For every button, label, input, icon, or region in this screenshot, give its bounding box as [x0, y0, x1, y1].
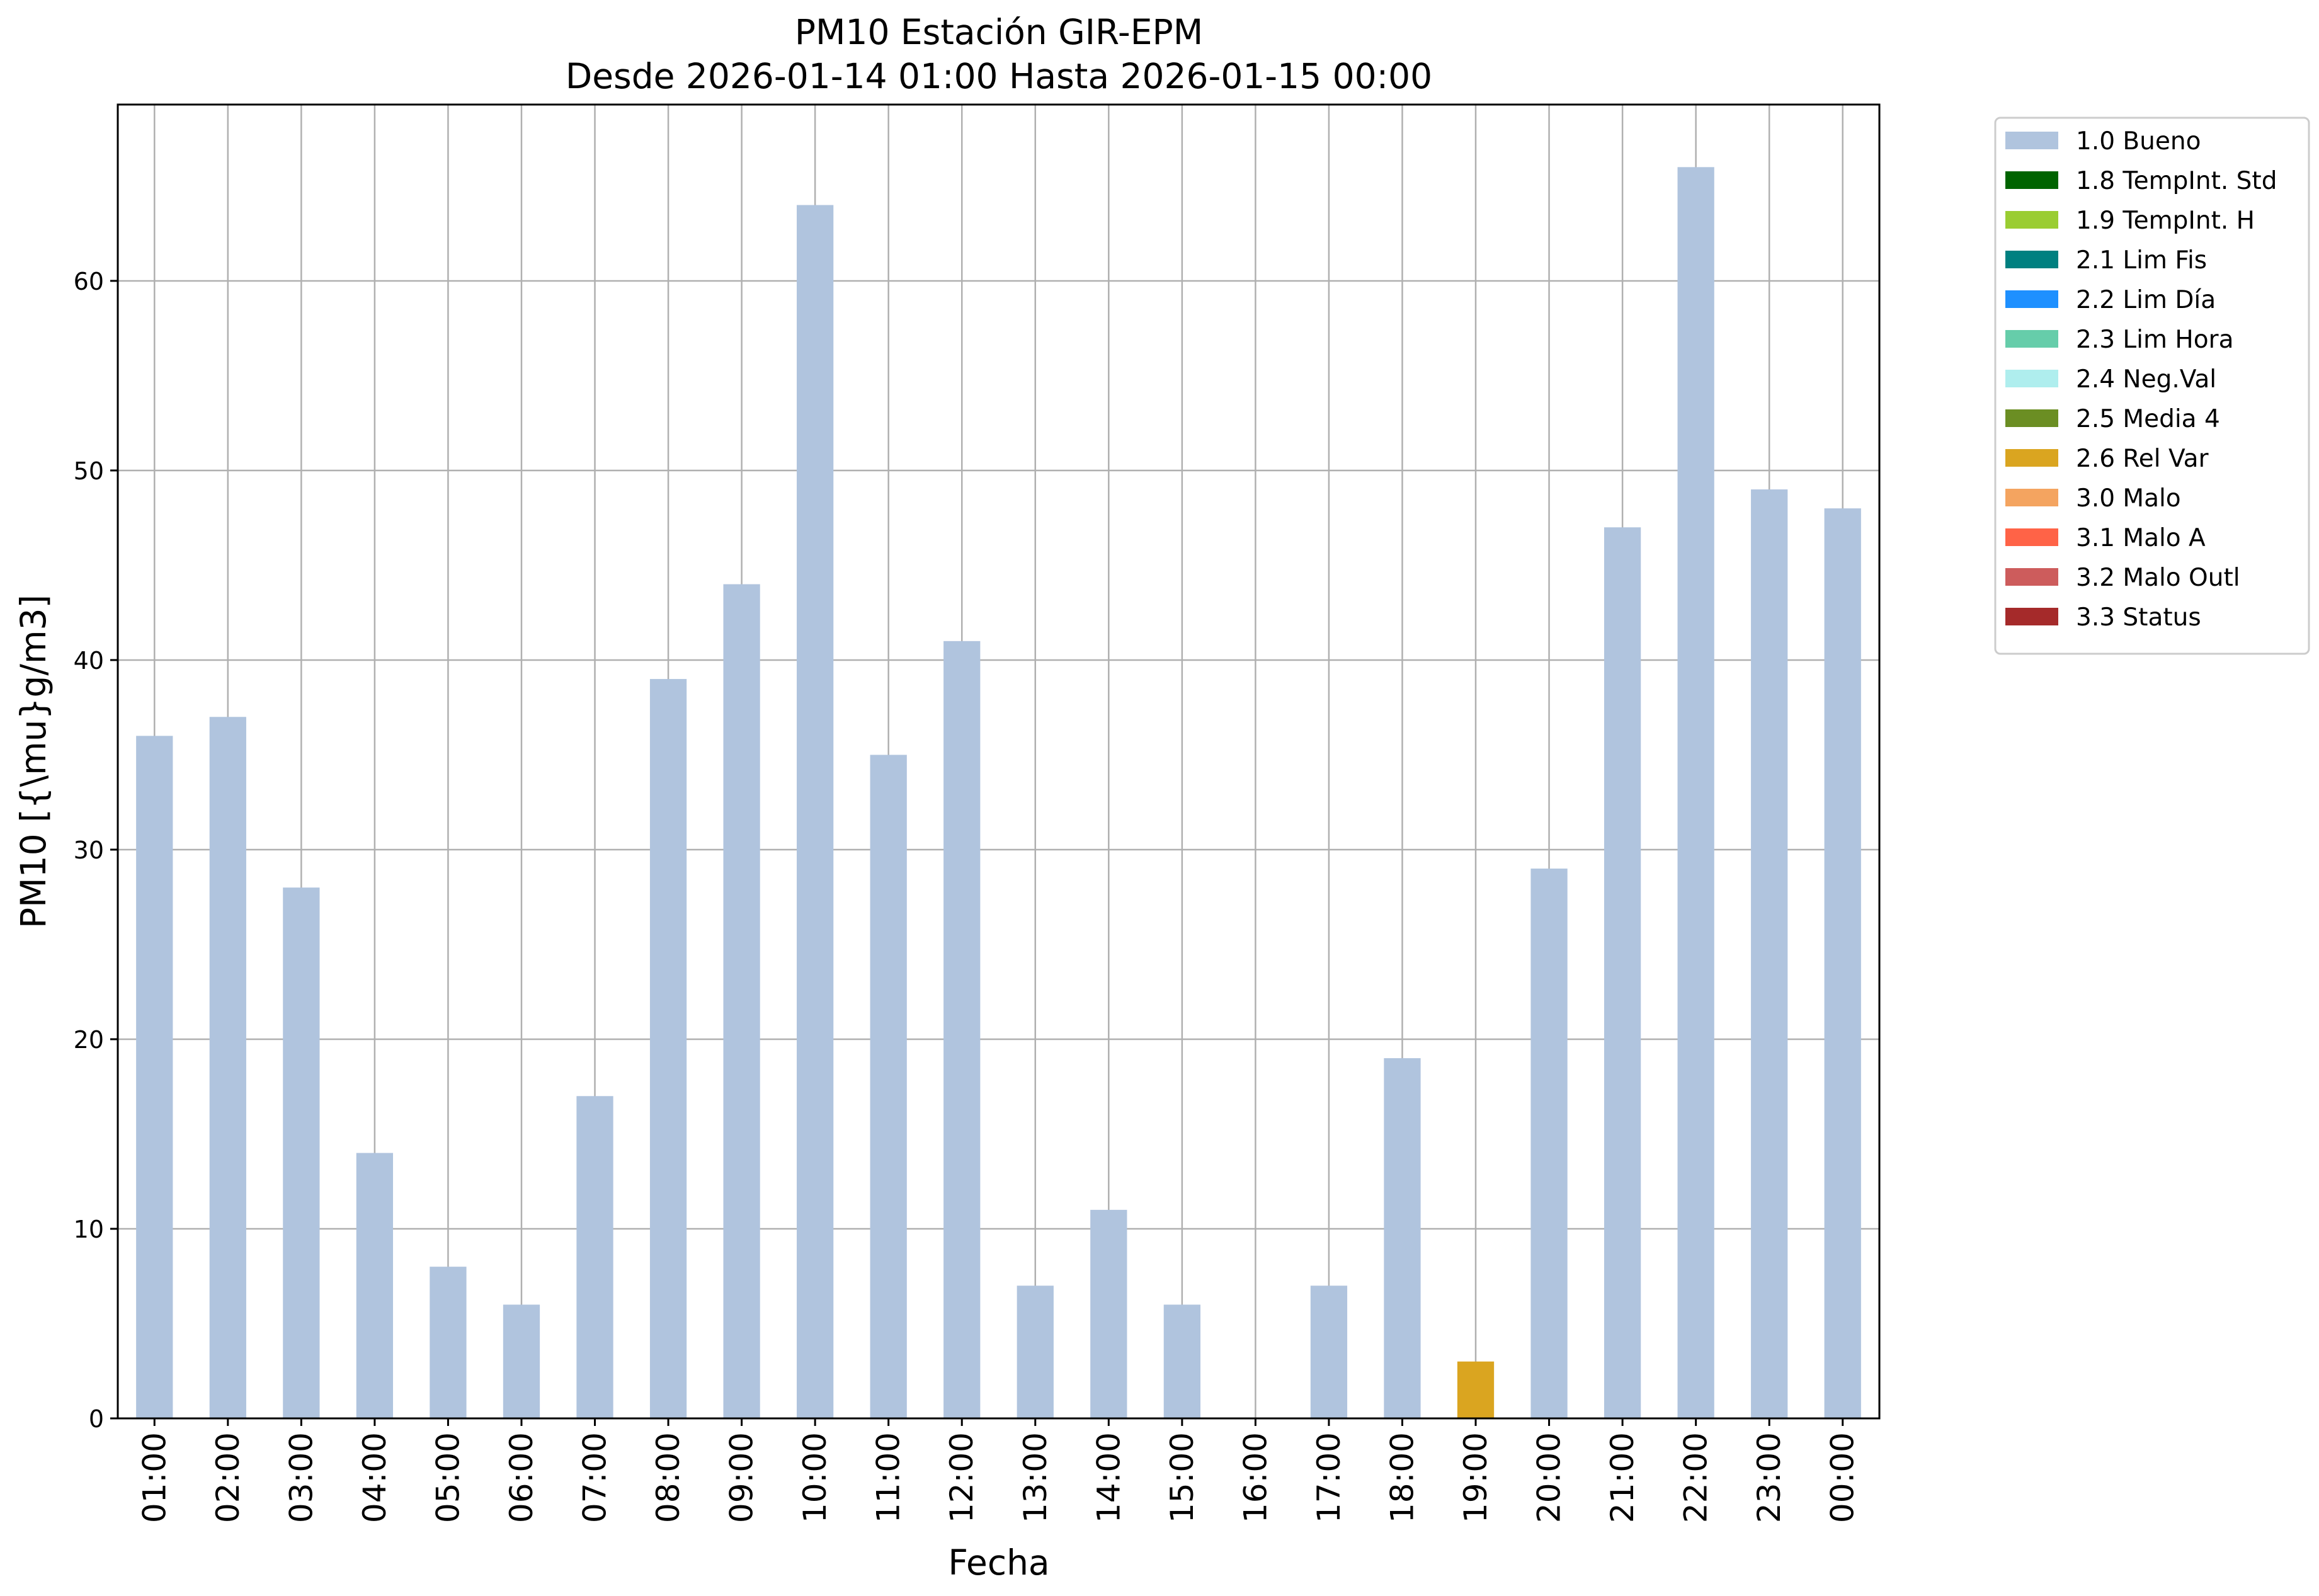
legend-swatch: [2005, 211, 2058, 229]
bar-1300-series-0: [1017, 1285, 1054, 1418]
bar-0100-series-0: [136, 736, 173, 1418]
x-tick-label: 07:00: [577, 1432, 613, 1523]
legend-label: 3.0 Malo: [2076, 484, 2181, 513]
x-tick-label: 22:00: [1678, 1432, 1714, 1523]
legend-swatch: [2005, 608, 2058, 625]
bar-0700-series-0: [576, 1096, 613, 1418]
x-tick-label: 06:00: [503, 1432, 540, 1523]
bar-2200-series-0: [1677, 167, 1714, 1418]
x-tick-label: 21:00: [1604, 1432, 1641, 1523]
bar-0900-series-0: [723, 584, 760, 1418]
x-tick-label: 18:00: [1384, 1432, 1420, 1523]
x-tick-label: 17:00: [1311, 1432, 1347, 1523]
legend-swatch: [2005, 171, 2058, 189]
legend-swatch: [2005, 251, 2058, 268]
legend-label: 1.9 TempInt. H: [2076, 207, 2255, 235]
x-axis-ticks: 01:00 02:00 03:00 04:00 05:00 06:00 07:00 08:00…: [136, 1418, 1861, 1523]
bars: [136, 167, 1861, 1419]
chart-subtitle: Desde 2026-01-14 01:00 Hasta 2026-01-15 …: [566, 56, 1432, 96]
legend-frame: [1994, 117, 2310, 655]
x-tick-label: 20:00: [1531, 1432, 1568, 1523]
x-tick-label: 08:00: [650, 1432, 687, 1523]
bar-0800-series-0: [649, 679, 687, 1418]
x-tick-label: 01:00: [136, 1432, 173, 1523]
y-tick-label: 60: [74, 268, 104, 295]
legend-label: 2.2 Lim Día: [2076, 286, 2216, 314]
y-axis-ticks: 0 10 20 30 40 50 60: [74, 268, 118, 1433]
bar-1800-series-0: [1384, 1058, 1421, 1418]
x-tick-label: 16:00: [1237, 1432, 1273, 1523]
legend-label: 3.3 Status: [2076, 603, 2201, 632]
legend-swatch: [2005, 330, 2058, 348]
plot-frame: [117, 103, 1881, 1420]
y-tick-label: 20: [74, 1026, 104, 1054]
legend-label: 2.3 Lim Hora: [2076, 326, 2234, 354]
legend: 1.0 Bueno 1.8 TempInt. Std 1.9 TempInt. H 2…: [1994, 117, 2310, 655]
bar-1700-series-0: [1310, 1285, 1348, 1418]
x-tick-label: 19:00: [1457, 1432, 1494, 1523]
legend-label: 3.2 Malo Outl: [2076, 564, 2240, 592]
legend-label: 2.4 Neg.Val: [2076, 365, 2216, 394]
x-tick-label: 14:00: [1090, 1432, 1127, 1523]
legend-label: 2.6 Rel Var: [2076, 445, 2209, 473]
x-tick-label: 12:00: [943, 1432, 980, 1523]
x-tick-label: 15:00: [1164, 1432, 1200, 1523]
chart-title: PM10 Estación GIR-EPM: [795, 12, 1203, 52]
x-tick-label: 13:00: [1017, 1432, 1054, 1523]
x-tick-label: 03:00: [283, 1432, 319, 1523]
legend-swatch: [2005, 568, 2058, 586]
legend-swatch: [2005, 528, 2058, 546]
bar-1000-series-0: [797, 205, 834, 1418]
bar-0000-series-0: [1824, 508, 1861, 1418]
bar-1100-series-0: [870, 755, 907, 1418]
legend-swatch: [2005, 489, 2058, 506]
x-tick-label: 04:00: [356, 1432, 393, 1523]
x-axis-label: Fecha: [948, 1542, 1049, 1583]
bar-2300-series-0: [1751, 489, 1788, 1418]
bar-0400-series-0: [356, 1153, 394, 1418]
bar-1900-series-8: [1457, 1361, 1495, 1418]
legend-label: 2.1 Lim Fis: [2076, 246, 2207, 275]
y-tick-label: 40: [74, 647, 104, 675]
bar-0500-series-0: [430, 1267, 467, 1418]
legend-label: 2.5 Media 4: [2076, 405, 2220, 433]
bar-2000-series-0: [1530, 869, 1568, 1418]
x-tick-label: 11:00: [870, 1432, 907, 1523]
x-tick-label: 09:00: [724, 1432, 760, 1523]
legend-swatch: [2005, 132, 2058, 149]
bar-2100-series-0: [1604, 527, 1641, 1419]
y-tick-label: 30: [74, 836, 104, 864]
legend-swatch: [2005, 290, 2058, 308]
bar-1500-series-0: [1163, 1304, 1200, 1418]
legend-label: 1.8 TempInt. Std: [2076, 167, 2277, 195]
y-axis-label: PM10 [{\mu}g/m3]: [13, 595, 54, 928]
bar-1400-series-0: [1090, 1209, 1127, 1418]
bar-0300-series-0: [283, 887, 320, 1418]
legend-swatch: [2005, 449, 2058, 467]
y-tick-label: 0: [89, 1405, 104, 1433]
x-tick-label: 10:00: [797, 1432, 833, 1523]
legend-swatch: [2005, 370, 2058, 387]
bar-0600-series-0: [503, 1304, 540, 1418]
x-tick-label: 00:00: [1825, 1432, 1861, 1523]
x-tick-label: 02:00: [210, 1432, 246, 1523]
y-tick-label: 10: [74, 1216, 104, 1243]
x-tick-label: 05:00: [430, 1432, 466, 1523]
bar-0200-series-0: [209, 717, 246, 1418]
legend-label: 1.0 Bueno: [2076, 127, 2201, 156]
bar-1200-series-0: [943, 641, 981, 1418]
legend-swatch: [2005, 409, 2058, 427]
x-tick-label: 23:00: [1751, 1432, 1787, 1523]
y-tick-label: 50: [74, 457, 104, 485]
legend-label: 3.1 Malo A: [2076, 524, 2206, 552]
